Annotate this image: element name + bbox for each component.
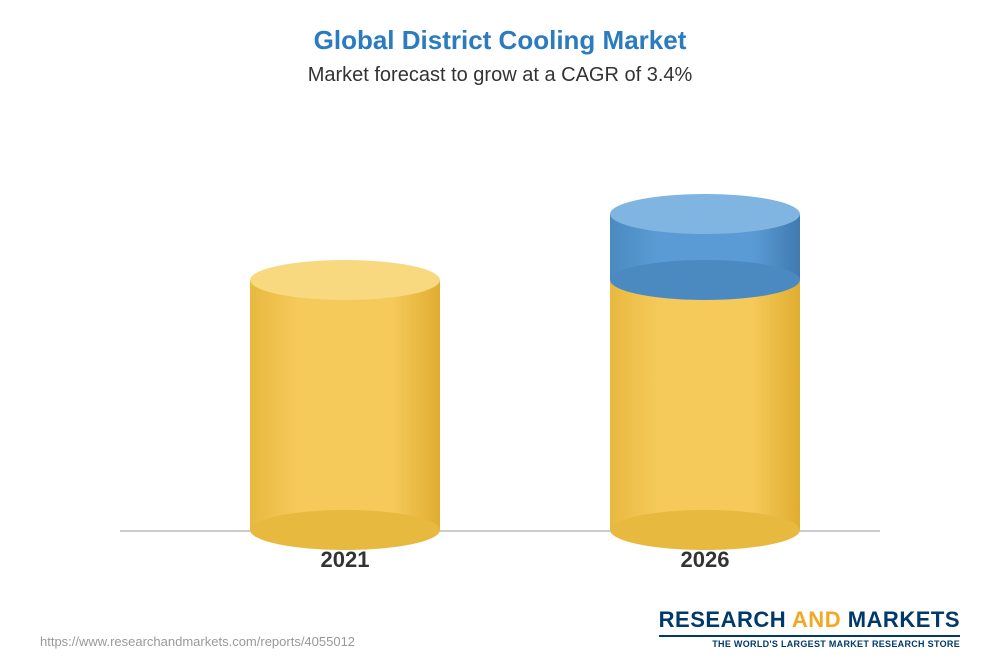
chart-subtitle: Market forecast to grow at a CAGR of 3.4…: [40, 64, 960, 87]
logo-text: RESEARCH AND MARKETS: [659, 607, 960, 633]
logo-word-and: AND: [792, 607, 841, 632]
logo-word-research: RESEARCH: [659, 607, 786, 632]
source-url: https://www.researchandmarkets.com/repor…: [40, 634, 355, 649]
year-2026: 2026: [610, 547, 800, 573]
logo-tagline: THE WORLD'S LARGEST MARKET RESEARCH STOR…: [659, 635, 960, 649]
year-axis: 2021 2026: [120, 547, 880, 577]
logo-word-markets: MARKETS: [848, 607, 960, 632]
footer: https://www.researchandmarkets.com/repor…: [40, 607, 960, 649]
year-2021: 2021: [250, 547, 440, 573]
chart-container: Global District Cooling Market Market fo…: [0, 0, 1000, 667]
logo: RESEARCH AND MARKETS THE WORLD'S LARGEST…: [659, 607, 960, 649]
chart-area: USD 931 Million US: [120, 112, 880, 532]
chart-title: Global District Cooling Market: [40, 25, 960, 56]
